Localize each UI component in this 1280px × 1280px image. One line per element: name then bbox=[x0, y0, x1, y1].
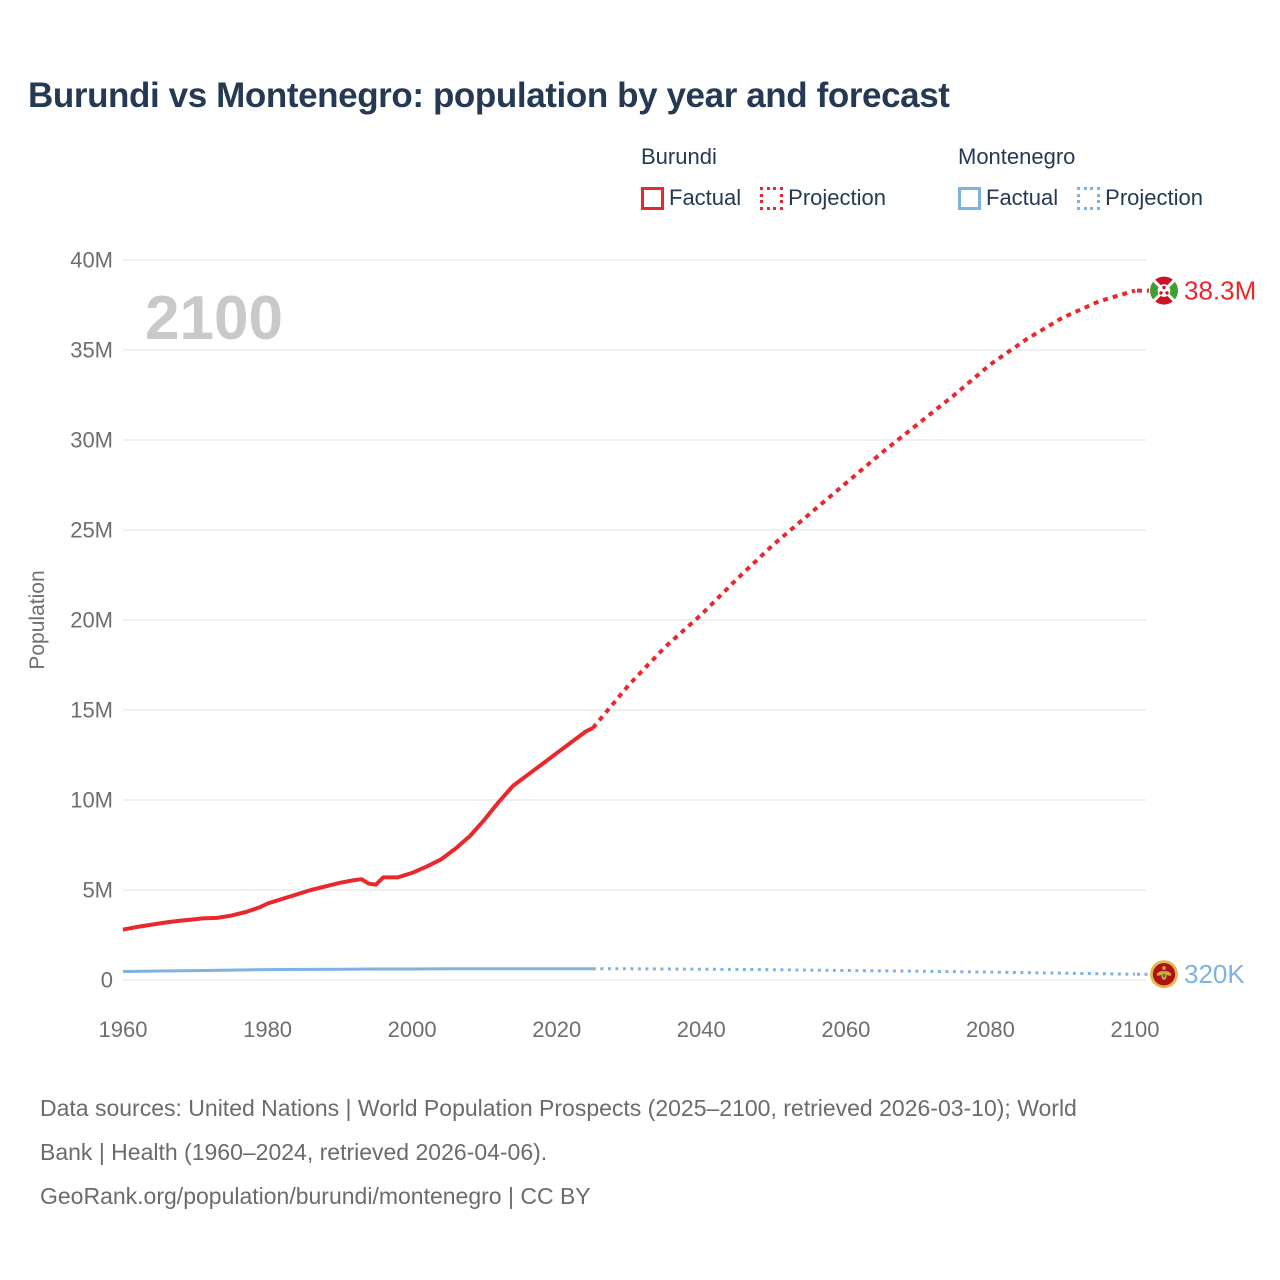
end-value-label: 320K bbox=[1184, 959, 1245, 989]
y-axis-tick-labels: 0 5M 10M 15M 20M 25M 30M 35M 40M bbox=[70, 248, 113, 993]
footer-line: Bank | Health (1960–2024, retrieved 2026… bbox=[40, 1139, 548, 1165]
data-sources-footer: Data sources: United Nations | World Pop… bbox=[40, 1086, 1250, 1218]
x-tick-label: 1960 bbox=[99, 1017, 148, 1042]
legend-item-montenegro-factual: Factual bbox=[958, 185, 1058, 211]
legend-label: Projection bbox=[788, 185, 886, 211]
y-tick-label: 10M bbox=[70, 788, 113, 813]
y-tick-label: 20M bbox=[70, 608, 113, 633]
y-tick-label: 15M bbox=[70, 698, 113, 723]
y-tick-label: 40M bbox=[70, 248, 113, 273]
legend-row-burundi: Factual Projection bbox=[641, 185, 886, 211]
x-tick-label: 2060 bbox=[821, 1017, 870, 1042]
y-tick-label: 35M bbox=[70, 338, 113, 363]
watermark-year: 2100 bbox=[145, 284, 283, 353]
montenegro-flag-icon bbox=[1150, 960, 1178, 989]
series-line-montenegro-projection bbox=[592, 967, 1136, 976]
y-axis-title: Population bbox=[26, 570, 49, 669]
legend-label: Factual bbox=[669, 185, 742, 211]
burundi-factual-swatch-icon bbox=[641, 186, 664, 210]
legend-item-burundi-factual: Factual bbox=[641, 185, 741, 211]
legend-group-montenegro: Montenegro Factual Projection bbox=[958, 144, 1203, 211]
footer-line: Data sources: United Nations | World Pop… bbox=[40, 1095, 1077, 1121]
legend-row-montenegro: Factual Projection bbox=[958, 185, 1203, 211]
y-tick-label: 30M bbox=[70, 428, 113, 453]
montenegro-factual-swatch-icon bbox=[958, 186, 981, 210]
end-value-label: 38.3M bbox=[1184, 276, 1256, 306]
y-tick-label: 5M bbox=[82, 878, 113, 903]
series-line-burundi-projection bbox=[591, 288, 1136, 730]
series-line-montenegro-factual bbox=[122, 967, 593, 973]
x-tick-label: 2000 bbox=[388, 1017, 437, 1042]
x-axis-tick-labels: 1960 1980 2000 2020 2040 2060 2080 2100 bbox=[99, 1017, 1160, 1042]
x-tick-label: 2020 bbox=[532, 1017, 581, 1042]
legend-label: Factual bbox=[986, 185, 1059, 211]
legend-group-burundi: Burundi Factual Projection bbox=[641, 144, 886, 211]
legend-label: Projection bbox=[1105, 185, 1203, 211]
burundi-flag-icon bbox=[1149, 276, 1179, 305]
x-tick-label: 2080 bbox=[966, 1017, 1015, 1042]
burundi-projection-swatch-icon bbox=[760, 186, 784, 210]
montenegro-projection-swatch-icon bbox=[1077, 186, 1101, 210]
series-line-burundi-factual bbox=[122, 726, 594, 932]
y-tick-label: 0 bbox=[101, 968, 113, 993]
legend-item-burundi-projection: Projection bbox=[760, 185, 886, 211]
x-tick-label: 2040 bbox=[677, 1017, 726, 1042]
legend-header-montenegro: Montenegro bbox=[958, 144, 1076, 169]
x-tick-label: 2100 bbox=[1111, 1017, 1160, 1042]
page-title: Burundi vs Montenegro: population by yea… bbox=[28, 76, 950, 115]
footer-line: GeoRank.org/population/burundi/montenegr… bbox=[40, 1183, 591, 1209]
gridlines bbox=[123, 259, 1146, 981]
x-tick-label: 1980 bbox=[243, 1017, 292, 1042]
legend-item-montenegro-projection: Projection bbox=[1077, 185, 1203, 211]
y-tick-label: 25M bbox=[70, 518, 113, 543]
legend-header-burundi: Burundi bbox=[641, 144, 717, 169]
